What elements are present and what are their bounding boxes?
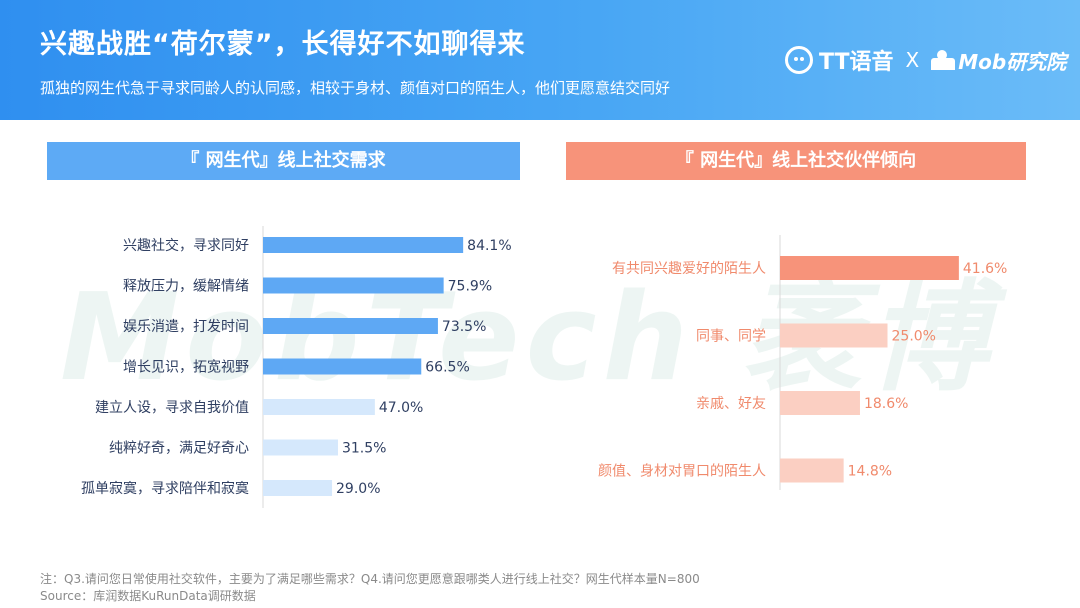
left-bar-4 [263, 399, 375, 415]
footnote-note: 注：Q3.请问您日常使用社交软件，主要为了满足哪些需求？Q4.请问您更愿意跟哪类… [40, 572, 700, 586]
right-value-label-3: 14.8% [848, 464, 892, 480]
right-value-label-0: 41.6% [963, 261, 1007, 277]
left-chart-title: 『 网生代』线上社交需求 [47, 142, 520, 180]
left-category-label-2: 娱乐消遣，打发时间 [123, 318, 249, 335]
right-value-label-1: 25.0% [892, 329, 936, 345]
left-value-label-0: 84.1% [467, 238, 511, 254]
right-bar-0 [780, 256, 959, 280]
right-category-label-2: 亲戚、好友 [696, 396, 766, 412]
left-category-label-6: 孤单寂寞，寻求陪伴和寂寞 [81, 481, 249, 497]
left-bar-6 [263, 480, 333, 496]
tt-logo-text: TT语音 [819, 50, 894, 75]
left-bar-3 [263, 358, 422, 375]
left-category-label-4: 建立人设，寻求自我价值 [95, 400, 249, 416]
header-banner: 兴趣战胜“荷尔蒙”，长得好不如聊得来 孤独的网生代急于寻求同龄人的认同感，相较于… [0, 0, 1080, 120]
left-value-label-4: 47.0% [379, 400, 423, 416]
page-title: 兴趣战胜“荷尔蒙”，长得好不如聊得来 [40, 29, 526, 60]
page-subtitle: 孤独的网生代急于寻求同龄人的认同感，相较于身材、颜值对口的陌生人，他们更愿意结交… [40, 79, 671, 97]
left-bar-1 [263, 277, 444, 294]
left-value-label-1: 75.9% [448, 279, 492, 295]
left-category-label-5: 纯粹好奇，满足好奇心 [109, 440, 249, 457]
left-bar-0 [263, 237, 464, 253]
right-bar-3 [780, 458, 844, 483]
right-bar-1 [780, 323, 888, 348]
left-value-label-6: 29.0% [336, 481, 380, 497]
right-value-label-2: 18.6% [864, 396, 908, 412]
footnote-source: Source：库润数据KuRunData调研数据 [40, 589, 256, 603]
mob-logo-text: Mob研究院 [958, 49, 1067, 74]
right-category-label-1: 同事、同学 [696, 329, 766, 345]
right-chart-title: 『 网生代』线上社交伙伴倾向 [566, 142, 1026, 180]
left-value-label-2: 73.5% [442, 319, 486, 335]
left-bar-5 [263, 439, 338, 456]
left-category-label-3: 增长见识，拓宽视野 [123, 359, 249, 376]
left-value-label-3: 66.5% [425, 360, 469, 376]
logo-area: TT语音 X Mob研究院 [785, 42, 1066, 78]
left-value-label-5: 31.5% [342, 441, 386, 457]
mob-logo-icon [931, 50, 956, 70]
right-bar-2 [780, 391, 860, 415]
footnote: 注：Q3.请问您日常使用社交软件，主要为了满足哪些需求？Q4.请问您更愿意跟哪类… [40, 571, 700, 605]
right-category-label-0: 有共同兴趣爱好的陌生人 [612, 261, 766, 277]
tt-logo-icon [785, 46, 813, 74]
left-category-label-1: 释放压力，缓解情绪 [123, 279, 249, 295]
right-category-label-3: 颜值、身材对胃口的陌生人 [598, 464, 766, 480]
logo-separator: X [905, 48, 920, 72]
left-category-label-0: 兴趣社交，寻求同好 [123, 237, 249, 254]
left-bar-2 [263, 318, 438, 334]
